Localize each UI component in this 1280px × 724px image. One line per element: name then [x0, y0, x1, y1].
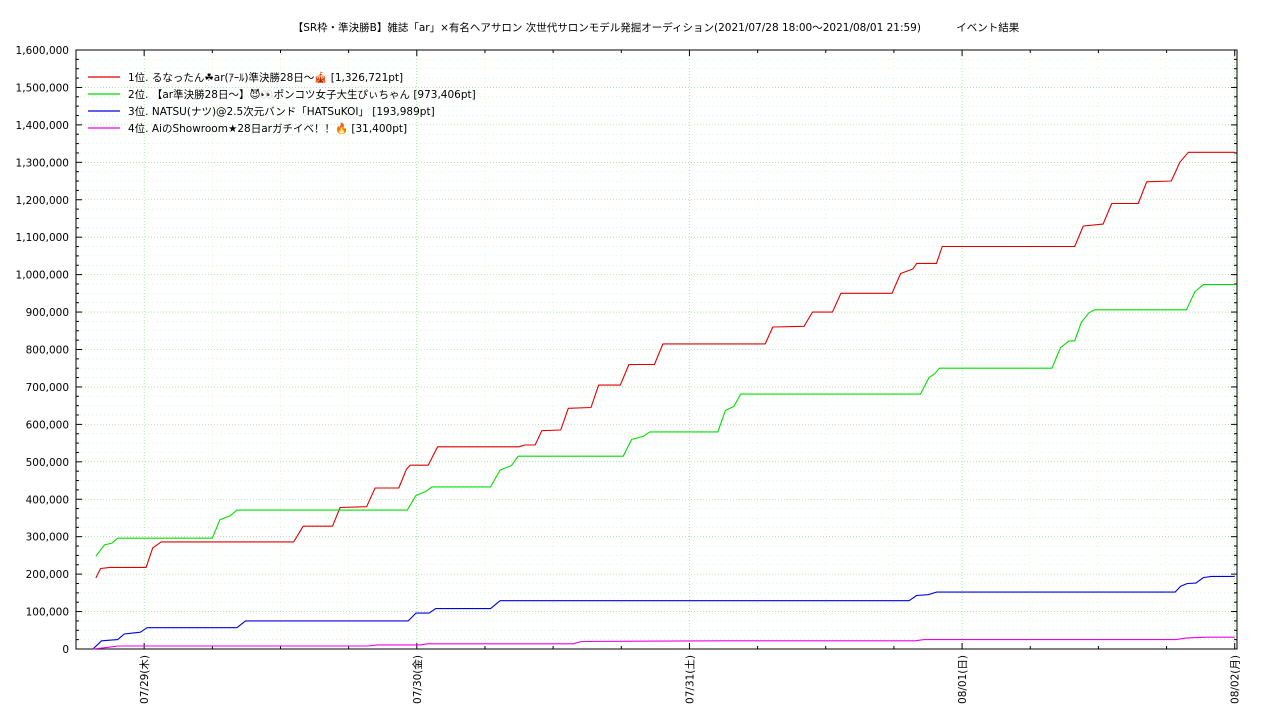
series-layer [92, 151, 1235, 650]
y-tick-label: 0 [62, 644, 69, 656]
chart-title-spacer [931, 22, 934, 34]
axis-layer: 0 100,000 200,000 300,000 400,000 500,000 600,… [16, 45, 1242, 704]
series-line-3 [92, 575, 1235, 650]
y-tick-label: 1,300,000 [16, 157, 69, 169]
y-tick-label: 1,100,000 [16, 232, 69, 244]
y-tick-label: 500,000 [26, 457, 69, 469]
series-line-2 [95, 284, 1235, 557]
x-tick-label: 07/31(土) [683, 655, 696, 704]
chart-title: 【SR枠・準決勝B】雑誌「ar」×有名ヘアサロン 次世代サロンモデル発掘オーディ… [293, 21, 1020, 34]
grid-layer [75, 50, 1237, 649]
x-tick-label: 07/29(木) [139, 655, 151, 704]
y-tick-label: 800,000 [26, 345, 69, 357]
y-tick-label: 400,000 [26, 494, 69, 506]
legend-label-2: 2位. 【ar準決勝28日～】😈👀ポンコツ女子大生ぴぃちゃん [973,406p… [128, 88, 476, 101]
y-tick-label: 1,000,000 [16, 270, 69, 282]
y-tick-label: 1,200,000 [16, 195, 69, 207]
y-tick-label: 100,000 [26, 607, 69, 619]
legend-label-4: 4位. AiのShowroom★28日arガチイベ！！🔥 [31,400pt] [128, 122, 407, 135]
y-tick-label: 200,000 [26, 569, 69, 581]
chart-title-main: 【SR枠・準決勝B】雑誌「ar」×有名ヘアサロン 次世代サロンモデル発掘オーディ… [293, 21, 921, 34]
y-tick-label: 900,000 [26, 307, 69, 319]
y-tick-label: 300,000 [26, 532, 69, 544]
y-tick-label: 700,000 [26, 382, 69, 394]
y-tick-label: 600,000 [26, 419, 69, 431]
x-tick-label: 08/02(月) [1230, 655, 1242, 704]
y-tick-label: 1,500,000 [16, 82, 69, 94]
series-line-4 [92, 636, 1235, 650]
chart-subtitle: イベント結果 [956, 21, 1019, 34]
series-line-1 [95, 151, 1235, 579]
legend: 1位. るなったん☘ar(ｱｰﾙ)準決勝28日～🎪 [1,326,721pt] 2… [88, 71, 476, 135]
legend-label-3: 3位. NATSU(ナツ)@2.5次元バンド「HATSuKOI」 [193,98… [128, 105, 435, 118]
y-tick-label: 1,600,000 [16, 45, 69, 57]
x-tick-label: 08/01(日) [957, 655, 969, 704]
legend-label-1: 1位. るなったん☘ar(ｱｰﾙ)準決勝28日～🎪 [1,326,721pt] [128, 71, 403, 84]
x-tick-label: 07/30(金) [411, 655, 424, 704]
y-tick-label: 1,400,000 [16, 120, 69, 132]
